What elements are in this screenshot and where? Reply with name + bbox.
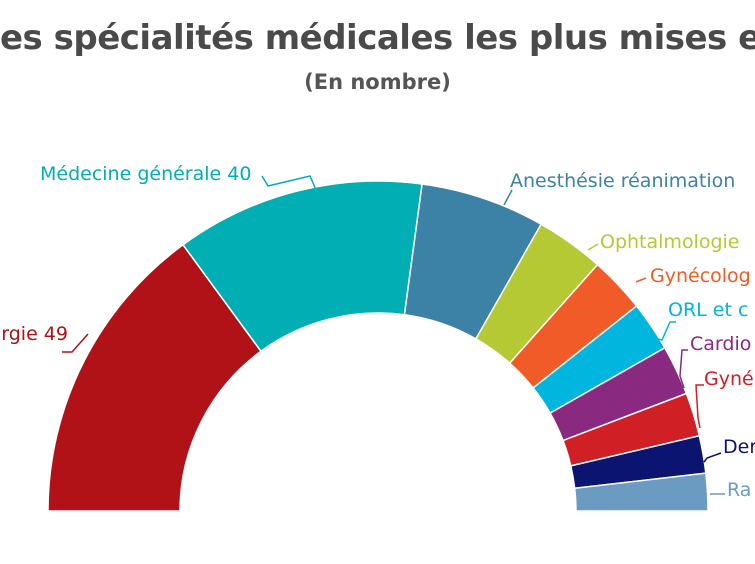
chart-title: es spécialités médicales les plus mises … <box>0 18 755 58</box>
slice-label-2: Anesthésie réanimation <box>510 170 735 192</box>
slice-label-3: Ophtalmologie <box>600 231 740 253</box>
slice-0 <box>47 243 263 512</box>
leader-line-1 <box>261 175 317 191</box>
chart-subtitle: (En nombre) <box>304 70 451 94</box>
slice-9 <box>573 472 709 512</box>
leader-line-2 <box>503 189 513 206</box>
slice-label-7: Gyné <box>704 368 754 390</box>
slice-label-9: Ra <box>727 479 751 501</box>
leader-line-6 <box>679 349 688 389</box>
slice-label-5: ORL et c <box>668 299 748 321</box>
leader-line-0 <box>62 333 89 353</box>
slice-label-8: Der <box>723 436 755 458</box>
leader-line-5 <box>653 321 676 341</box>
leader-line-4 <box>635 277 647 283</box>
slice-label-6: Cardio <box>690 333 751 355</box>
slice-label-4: Gynécolog <box>650 265 751 287</box>
slice-label-1: Médecine générale 40 <box>40 163 251 185</box>
leader-line-3 <box>587 243 599 251</box>
leader-line-8 <box>703 452 722 463</box>
leader-line-7 <box>695 384 704 429</box>
slice-label-0: rgie 49 <box>1 323 68 345</box>
